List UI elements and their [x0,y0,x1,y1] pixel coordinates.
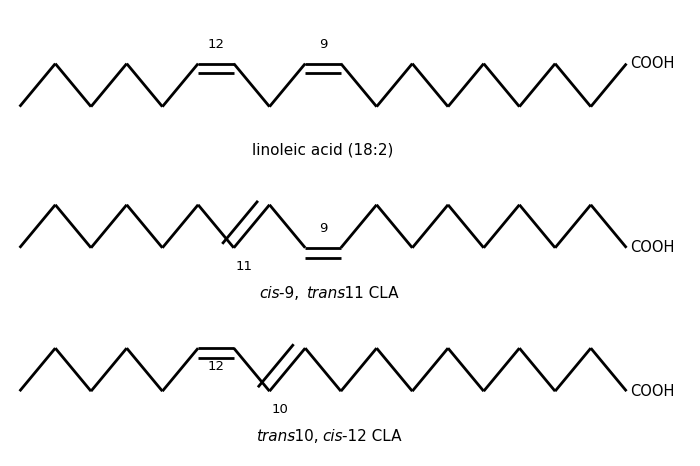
Text: cis: cis [260,286,280,301]
Text: -12 CLA: -12 CLA [342,429,402,445]
Text: 12: 12 [207,38,225,51]
Text: cis: cis [323,429,344,445]
Text: 9: 9 [319,38,327,51]
Text: COOH: COOH [630,56,674,71]
Text: -10,: -10, [288,429,323,445]
Text: 12: 12 [207,361,225,373]
Text: 9: 9 [319,222,327,235]
Text: COOH: COOH [630,384,674,399]
Text: linoleic acid (18:2): linoleic acid (18:2) [253,143,393,158]
Text: trans: trans [256,429,295,445]
Text: -11 CLA: -11 CLA [339,286,398,301]
Text: -9,: -9, [279,286,304,301]
Text: 10: 10 [272,404,288,417]
Text: COOH: COOH [630,240,674,255]
Text: trans: trans [307,286,346,301]
Text: 11: 11 [236,260,253,273]
